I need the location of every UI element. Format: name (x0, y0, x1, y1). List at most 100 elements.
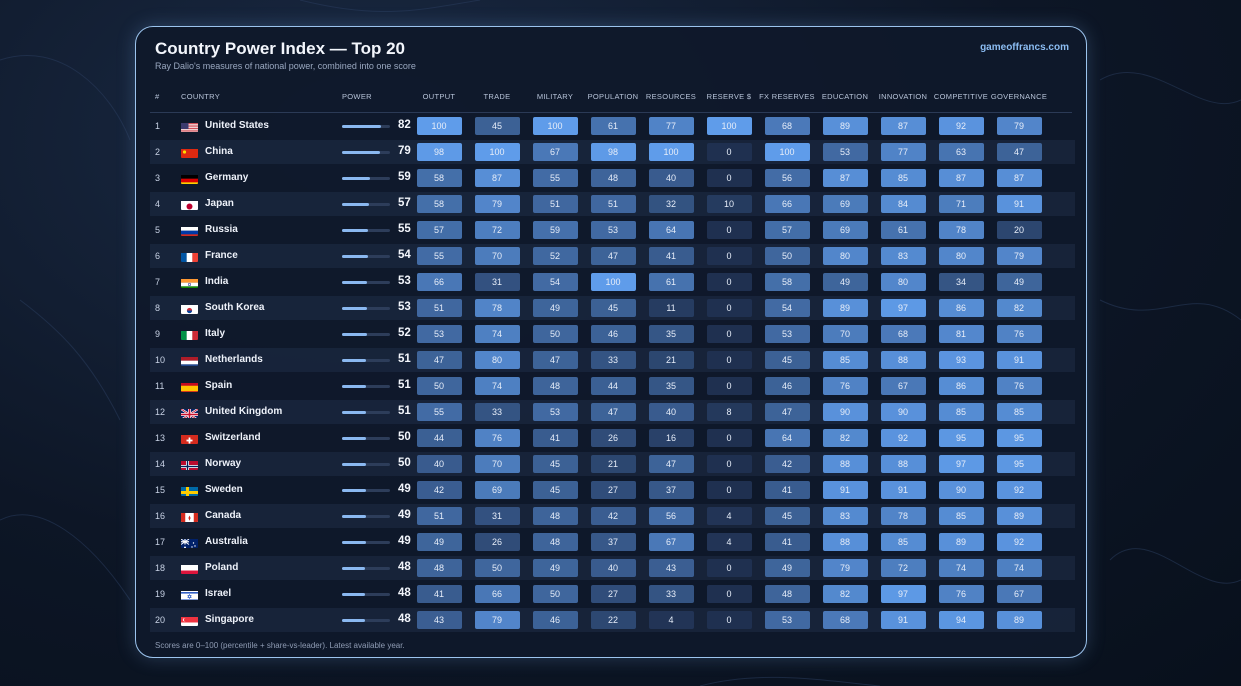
score-cell-population: 37 (590, 533, 636, 551)
sg-flag-icon (181, 615, 198, 626)
table-row[interactable]: 12 United Kingdom 51 55 33 53 47 40 8 47 90 90 85 85 (150, 400, 1075, 424)
power-bar-fill (342, 333, 367, 336)
score-cell-output: 48 (416, 559, 462, 577)
score-cell-military: 47 (532, 351, 578, 369)
score-cell-output: 58 (416, 195, 462, 213)
rank-label: 4 (155, 199, 161, 209)
score-cell-competitive: 76 (938, 585, 984, 603)
score-cell-output: 100 (416, 117, 462, 135)
rank-label: 9 (155, 329, 161, 339)
score-cell-education: 88 (822, 455, 868, 473)
country-name: Australia (205, 536, 248, 547)
score-cell-education: 91 (822, 481, 868, 499)
score-cell-population: 27 (590, 585, 636, 603)
table-row[interactable]: 14 Norway 50 40 70 45 21 47 0 42 88 88 97 95 (150, 452, 1075, 476)
header-country: COUNTRY (181, 92, 221, 101)
score-cell-output: 47 (416, 351, 462, 369)
score-cell-output: 51 (416, 507, 462, 525)
score-cell-fx-reserves: 46 (764, 377, 810, 395)
power-bar (342, 619, 390, 622)
table-row[interactable]: 4 Japan 57 58 79 51 51 32 10 66 69 84 71 91 (150, 192, 1075, 216)
score-cell-military: 50 (532, 325, 578, 343)
table-row[interactable]: 18 Poland 48 48 50 49 40 43 0 49 79 72 74 74 (150, 556, 1075, 580)
score-cell-reserve: 0 (706, 273, 752, 291)
score-cell-competitive: 95 (938, 429, 984, 447)
score-cell-governance: 89 (996, 611, 1042, 629)
table-row[interactable]: 1 United States 82 100 45 100 61 77 100 68 89 87 92 7… (150, 114, 1075, 138)
header-resources: RESOURCES (645, 92, 697, 101)
power-bar (342, 125, 390, 128)
table-row[interactable]: 7 India 53 66 31 54 100 61 0 58 49 80 34 49 (150, 270, 1075, 294)
score-cell-innovation: 87 (880, 117, 926, 135)
rank-label: 17 (155, 537, 166, 547)
country-name: Canada (205, 510, 242, 521)
power-bar (342, 463, 390, 466)
score-cell-trade: 70 (474, 455, 520, 473)
score-cell-competitive: 92 (938, 117, 984, 135)
score-cell-governance: 47 (996, 143, 1042, 161)
table-row[interactable]: 17 Australia 49 49 26 48 37 67 4 41 88 85 89 92 (150, 530, 1075, 554)
power-bar-fill (342, 463, 366, 466)
table-row[interactable]: 20 Singapore 48 43 79 46 22 4 0 53 68 91 94 89 (150, 608, 1075, 632)
score-cell-population: 53 (590, 221, 636, 239)
score-cell-military: 49 (532, 299, 578, 317)
score-cell-competitive: 71 (938, 195, 984, 213)
score-cell-resources: 32 (648, 195, 694, 213)
score-cell-trade: 50 (474, 559, 520, 577)
chart-title: Country Power Index — Top 20 (155, 39, 405, 58)
score-cell-resources: 33 (648, 585, 694, 603)
table-row[interactable]: 5 Russia 55 57 72 59 53 64 0 57 69 61 78 20 (150, 218, 1075, 242)
table-row[interactable]: 16 Canada 49 51 31 48 42 56 4 45 83 78 85 89 (150, 504, 1075, 528)
score-cell-governance: 91 (996, 195, 1042, 213)
score-cell-output: 50 (416, 377, 462, 395)
power-bar (342, 489, 390, 492)
table-row[interactable]: 2 China 79 98 100 67 98 100 0 100 53 77 63 47 (150, 140, 1075, 164)
score-cell-military: 53 (532, 403, 578, 421)
table-row[interactable]: 15 Sweden 49 42 69 45 27 37 0 41 91 91 90 92 (150, 478, 1075, 502)
score-cell-governance: 82 (996, 299, 1042, 317)
score-cell-education: 87 (822, 169, 868, 187)
score-cell-population: 44 (590, 377, 636, 395)
header-power: POWER (342, 92, 372, 101)
brand-link[interactable]: gameoffrancs.com (980, 42, 1069, 53)
table-row[interactable]: 13 Switzerland 50 44 76 41 26 16 0 64 82 92 95 95 (150, 426, 1075, 450)
table-row[interactable]: 9 Italy 52 53 74 50 46 35 0 53 70 68 81 76 (150, 322, 1075, 346)
country-name: Russia (205, 224, 238, 235)
ru-flag-icon (181, 225, 198, 236)
au-flag-icon (181, 537, 198, 548)
power-bar-fill (342, 307, 368, 310)
table-row[interactable]: 6 France 54 55 70 52 47 41 0 50 80 83 80 79 (150, 244, 1075, 268)
power-bar-fill (342, 229, 369, 232)
score-cell-military: 48 (532, 533, 578, 551)
table-row[interactable]: 8 South Korea 53 51 78 49 45 11 0 54 89 97 86 82 (150, 296, 1075, 320)
rank-label: 20 (155, 615, 166, 625)
score-cell-governance: 79 (996, 247, 1042, 265)
power-bar-fill (342, 281, 368, 284)
power-bar-fill (342, 151, 380, 154)
power-score: 48 (398, 587, 411, 599)
power-bar (342, 229, 390, 232)
rank-label: 15 (155, 485, 166, 495)
score-cell-resources: 40 (648, 403, 694, 421)
power-bar-fill (342, 515, 366, 518)
power-bar-fill (342, 541, 366, 544)
score-cell-competitive: 85 (938, 507, 984, 525)
rank-label: 12 (155, 407, 166, 417)
rank-label: 19 (155, 589, 166, 599)
score-cell-military: 54 (532, 273, 578, 291)
header-reserve: RESERVE $ (706, 92, 752, 101)
score-cell-governance: 92 (996, 533, 1042, 551)
score-cell-fx-reserves: 100 (764, 143, 810, 161)
score-cell-military: 48 (532, 377, 578, 395)
table-row[interactable]: 10 Netherlands 51 47 80 47 33 21 0 45 85 88 93 91 (150, 348, 1075, 372)
score-cell-reserve: 0 (706, 455, 752, 473)
score-cell-governance: 76 (996, 325, 1042, 343)
table-row[interactable]: 11 Spain 51 50 74 48 44 35 0 46 76 67 86 76 (150, 374, 1075, 398)
table-row[interactable]: 19 Israel 48 41 66 50 27 33 0 48 82 97 76 67 (150, 582, 1075, 606)
score-cell-competitive: 90 (938, 481, 984, 499)
power-score: 53 (398, 301, 411, 313)
score-cell-education: 82 (822, 429, 868, 447)
score-cell-reserve: 0 (706, 143, 752, 161)
table-row[interactable]: 3 Germany 59 58 87 55 48 40 0 56 87 85 87 87 (150, 166, 1075, 190)
power-score: 79 (398, 145, 411, 157)
